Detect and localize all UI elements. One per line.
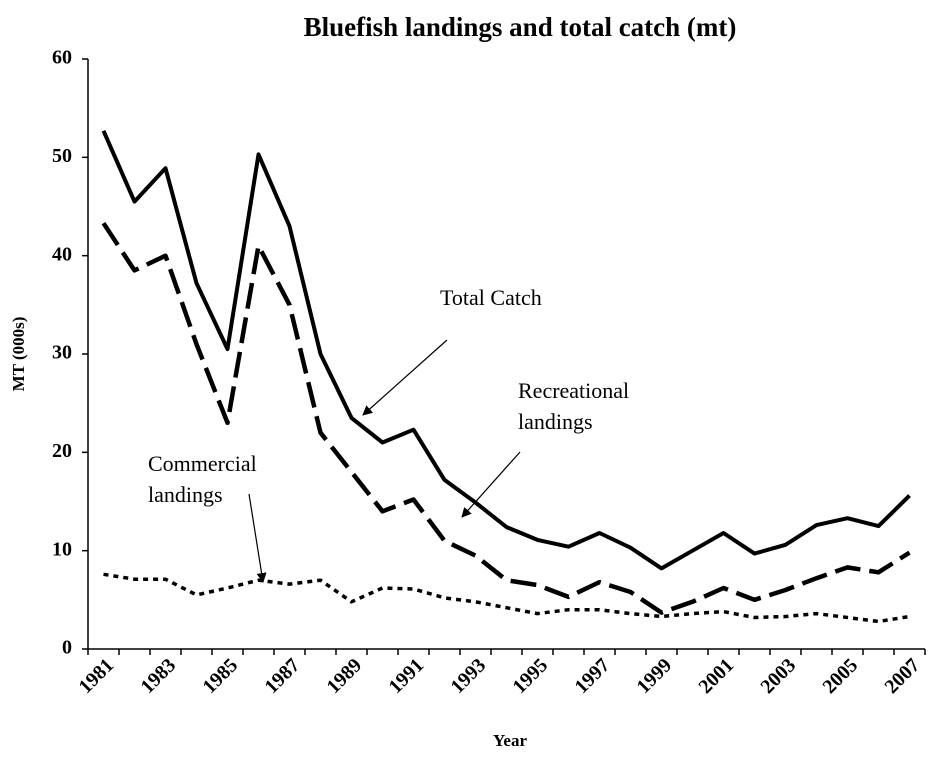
annotation-line: landings	[148, 482, 223, 507]
annotation-arrow	[248, 493, 267, 583]
x-tick-label: 2003	[756, 654, 800, 698]
annotation-line: landings	[518, 409, 593, 434]
x-tick-label: 1991	[384, 654, 428, 698]
annotation-line: Total Catch	[440, 285, 542, 310]
annotation: Recreational landings	[518, 378, 629, 434]
x-tick-label: 2001	[694, 654, 738, 698]
chart-title: Bluefish landings and total catch (mt)	[304, 12, 737, 42]
y-tick-label: 10	[52, 538, 72, 560]
x-tick-label: 1993	[446, 654, 490, 698]
annotation: Total Catch	[440, 285, 542, 310]
x-tick-label: 1989	[322, 654, 366, 698]
y-tick-label: 50	[52, 145, 72, 167]
x-tick-label: 2007	[880, 654, 924, 698]
x-tick-label: 1985	[198, 654, 242, 698]
series-line	[103, 572, 910, 624]
x-tick-label: 1987	[260, 654, 304, 698]
x-tick-label: 1983	[136, 654, 180, 698]
y-tick-label: 30	[52, 342, 72, 364]
x-tick-label: 1999	[632, 654, 676, 698]
series-line	[101, 221, 911, 615]
y-tick-label: 20	[52, 440, 72, 462]
x-tick-label: 2005	[818, 654, 862, 698]
annotation-line: Commercial	[148, 451, 257, 476]
annotation-arrow	[461, 451, 521, 518]
y-tick-label: 60	[52, 47, 72, 69]
annotation-line: Recreational	[518, 378, 629, 403]
y-tick-label: 40	[52, 243, 72, 265]
annotation: Commercial landings	[148, 451, 257, 507]
series-line	[101, 129, 911, 571]
x-tick-label: 1997	[570, 654, 614, 698]
x-axis-label: Year	[493, 731, 527, 750]
y-axis-label: MT (000s)	[9, 317, 28, 392]
y-tick-label: 0	[62, 637, 72, 659]
x-tick-label: 1981	[74, 654, 118, 698]
annotation-arrow	[362, 339, 448, 416]
x-tick-label: 1995	[508, 654, 552, 698]
